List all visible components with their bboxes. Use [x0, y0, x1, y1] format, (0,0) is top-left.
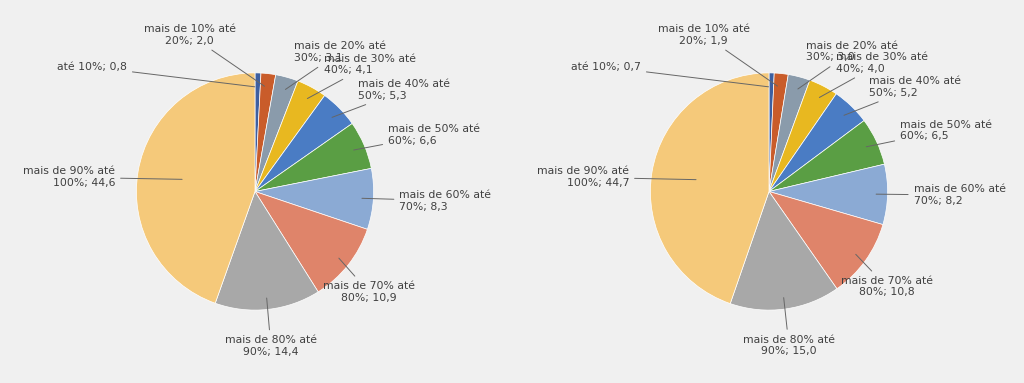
Wedge shape [769, 73, 788, 192]
Wedge shape [255, 192, 368, 292]
Text: até 10%; 0,8: até 10%; 0,8 [57, 62, 255, 87]
Wedge shape [730, 192, 837, 310]
Text: mais de 40% até
50%; 5,2: mais de 40% até 50%; 5,2 [844, 77, 962, 115]
Text: mais de 90% até
100%; 44,6: mais de 90% até 100%; 44,6 [24, 167, 182, 188]
Text: mais de 50% até
60%; 6,6: mais de 50% até 60%; 6,6 [353, 124, 480, 150]
Wedge shape [255, 123, 372, 192]
Wedge shape [255, 73, 261, 192]
Text: mais de 80% até
90%; 14,4: mais de 80% até 90%; 14,4 [225, 298, 316, 357]
Wedge shape [255, 169, 374, 229]
Wedge shape [255, 73, 275, 192]
Wedge shape [255, 81, 325, 192]
Wedge shape [769, 80, 837, 192]
Text: mais de 30% até
40%; 4,1: mais de 30% até 40%; 4,1 [307, 54, 416, 98]
Wedge shape [255, 95, 352, 192]
Wedge shape [769, 74, 810, 192]
Wedge shape [769, 94, 864, 192]
Text: mais de 30% até
40%; 4,0: mais de 30% até 40%; 4,0 [819, 52, 928, 97]
Wedge shape [769, 121, 885, 192]
Text: até 10%; 0,7: até 10%; 0,7 [571, 62, 769, 87]
Text: mais de 80% até
90%; 15,0: mais de 80% até 90%; 15,0 [743, 298, 835, 357]
Text: mais de 10% até
20%; 1,9: mais de 10% até 20%; 1,9 [657, 24, 777, 86]
Text: mais de 70% até
80%; 10,9: mais de 70% até 80%; 10,9 [323, 258, 415, 303]
Text: mais de 70% até
80%; 10,8: mais de 70% até 80%; 10,8 [841, 254, 933, 298]
Wedge shape [255, 75, 298, 192]
Text: mais de 40% até
50%; 5,3: mais de 40% até 50%; 5,3 [332, 79, 451, 117]
Text: mais de 60% até
70%; 8,3: mais de 60% até 70%; 8,3 [361, 190, 492, 211]
Text: mais de 20% até
30%; 3,0: mais de 20% até 30%; 3,0 [798, 41, 898, 89]
Wedge shape [215, 192, 318, 310]
Wedge shape [650, 73, 769, 304]
Text: mais de 60% até
70%; 8,2: mais de 60% até 70%; 8,2 [877, 184, 1006, 206]
Wedge shape [769, 73, 774, 192]
Text: mais de 90% até
100%; 44,7: mais de 90% até 100%; 44,7 [537, 167, 696, 188]
Wedge shape [136, 73, 255, 303]
Text: mais de 20% até
30%; 3,1: mais de 20% até 30%; 3,1 [286, 41, 386, 89]
Text: mais de 50% até
60%; 6,5: mais de 50% até 60%; 6,5 [866, 119, 992, 147]
Wedge shape [769, 192, 883, 289]
Text: mais de 10% até
20%; 2,0: mais de 10% até 20%; 2,0 [143, 24, 264, 86]
Wedge shape [769, 164, 888, 224]
